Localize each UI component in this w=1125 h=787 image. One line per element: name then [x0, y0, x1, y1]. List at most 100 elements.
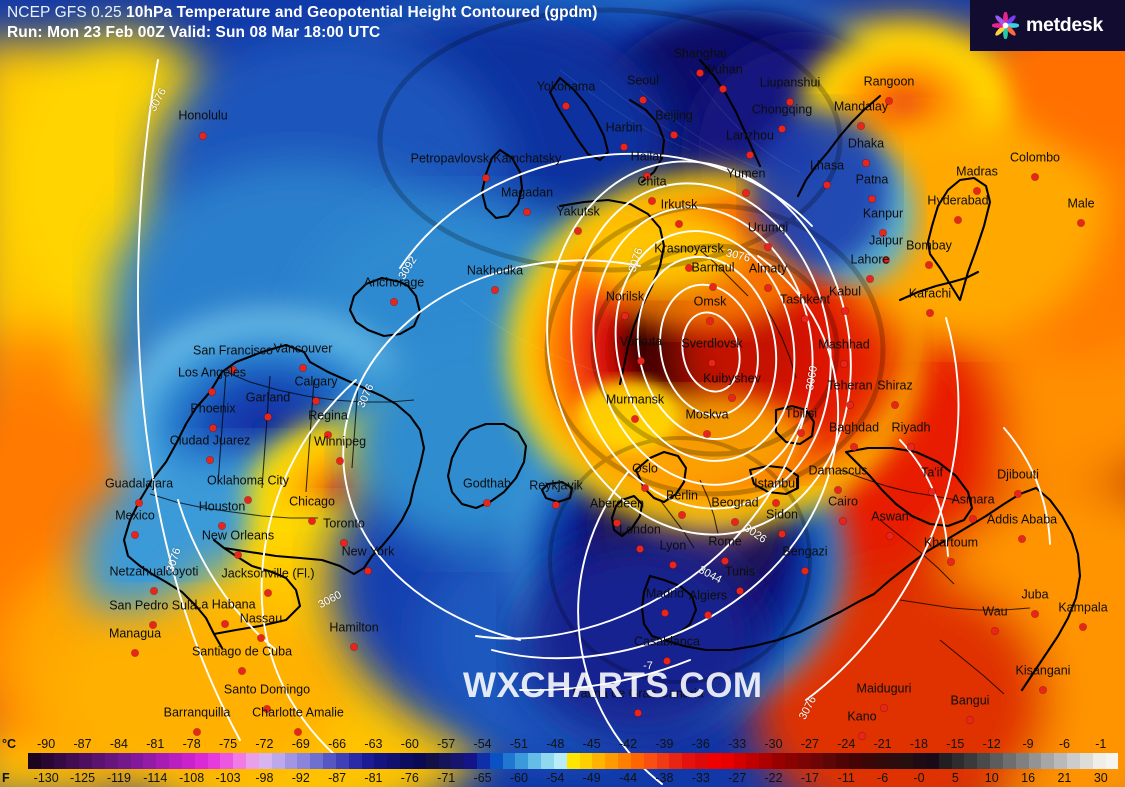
- colorbar-swatch: [79, 753, 93, 769]
- colorbar-swatch: [258, 753, 272, 769]
- celsius-tick: -27: [800, 737, 819, 751]
- colorbar-swatch: [53, 753, 67, 769]
- colorbar-swatch: [387, 753, 401, 769]
- colorbar-swatch: [335, 753, 349, 769]
- colorbar-swatch: [348, 753, 362, 769]
- fahrenheit-tick: -54: [546, 771, 565, 785]
- fahrenheit-tick: 5: [951, 771, 959, 785]
- colorbar-swatch: [605, 753, 619, 769]
- colorbar-swatch: [964, 753, 978, 769]
- field-cold-pacific: [110, 0, 910, 440]
- colorbar-swatch: [1002, 753, 1016, 769]
- colorbar-swatch: [400, 753, 413, 769]
- colorbar-swatch: [1028, 753, 1042, 769]
- colorbar-swatch: [284, 753, 298, 769]
- fahrenheit-tick: -71: [437, 771, 456, 785]
- colorbar-swatch: [361, 753, 375, 769]
- celsius-tick: -75: [218, 737, 238, 751]
- colorbar-swatch: [310, 753, 324, 769]
- colorbar-swatch: [772, 753, 785, 769]
- temperature-colorbar[interactable]: °C -90 -87 -84 -81 -78 -75 -72 -69 -66 -63 -60 -57 -…: [0, 735, 1125, 787]
- celsius-tick: -72: [255, 737, 274, 751]
- celsius-tick: -87: [73, 737, 92, 751]
- colorbar-swatch: [553, 753, 567, 769]
- celsius-tick: -66: [328, 737, 347, 751]
- fahrenheit-tick: -49: [582, 771, 601, 785]
- colorbar-swatch: [1041, 753, 1055, 769]
- geopotential-contours: [137, 59, 1051, 785]
- colorbar-swatch: [489, 753, 503, 769]
- colorbar-swatch: [425, 753, 439, 769]
- field-warm-eastasia: [750, 25, 1090, 340]
- fahrenheit-tick: -44: [619, 771, 638, 785]
- celsius-tick: -39: [655, 737, 674, 751]
- colorbar-swatch: [579, 753, 593, 769]
- celsius-tick: -36: [691, 737, 710, 751]
- fahrenheit-tick: -65: [473, 771, 492, 785]
- colorbar-swatch: [643, 753, 657, 769]
- colorbar-swatch: [246, 753, 259, 769]
- colorbar-swatch: [28, 753, 41, 769]
- fahrenheit-tick: -92: [291, 771, 310, 785]
- colorbar-swatch: [40, 753, 54, 769]
- colorbar-swatch: [746, 753, 760, 769]
- colorbar-swatch: [823, 753, 837, 769]
- celsius-tick: -90: [37, 737, 56, 751]
- fahrenheit-tick: -87: [328, 771, 347, 785]
- coastlines: [122, 58, 1082, 692]
- colorbar-swatch: [990, 753, 1003, 769]
- fahrenheit-unit-label: F: [2, 771, 10, 785]
- colorbar-swatch: [810, 753, 824, 769]
- celsius-tick: -57: [437, 737, 456, 751]
- colorbar-swatch: [66, 753, 80, 769]
- colorbar-swatch: [104, 753, 118, 769]
- celsius-tick: -15: [946, 737, 965, 751]
- celsius-tick: -9: [1022, 737, 1034, 751]
- metdesk-logo[interactable]: metdesk: [970, 0, 1125, 51]
- celsius-tick: -60: [400, 737, 419, 751]
- streamline-texture: [459, 69, 801, 373]
- celsius-tick: -18: [909, 737, 929, 751]
- fahrenheit-tick: -6: [877, 771, 889, 785]
- fahrenheit-tick: -119: [106, 771, 131, 785]
- fahrenheit-tick: 21: [1057, 771, 1072, 785]
- fahrenheit-tick: -27: [728, 771, 747, 785]
- colorbar-swatch: [1092, 753, 1106, 769]
- fahrenheit-tick: -60: [509, 771, 528, 785]
- colorbar-swatch: [861, 753, 875, 769]
- colorbar-swatch: [618, 753, 631, 769]
- colorbar-swatch: [130, 753, 144, 769]
- fahrenheit-tick: -76: [400, 771, 419, 785]
- fahrenheit-tick: -114: [143, 771, 168, 785]
- colorbar-swatches[interactable]: [28, 753, 1119, 769]
- colorbar-swatch: [438, 753, 452, 769]
- colorbar-swatch: [476, 753, 490, 769]
- colorbar-swatch: [169, 753, 182, 769]
- colorbar-swatch: [951, 753, 965, 769]
- colorbar-swatch: [464, 753, 477, 769]
- colorbar-swatch: [412, 753, 426, 769]
- fahrenheit-tick: 30: [1093, 771, 1108, 785]
- colorbar-swatch: [156, 753, 170, 769]
- colorbar-swatch: [630, 753, 644, 769]
- celsius-tick: -54: [473, 737, 492, 751]
- colorbar-swatch-strip[interactable]: [0, 753, 1125, 769]
- colorbar-swatch: [515, 753, 529, 769]
- colorbar-swatch: [656, 753, 670, 769]
- fahrenheit-tick: -0: [913, 771, 925, 785]
- celsius-tick: -24: [837, 737, 856, 751]
- celsius-tick-row: °C -90 -87 -84 -81 -78 -75 -72 -69 -66 -63 -60 -57 -…: [0, 735, 1125, 753]
- fahrenheit-tick: -108: [179, 771, 205, 785]
- celsius-tick: -30: [764, 737, 783, 751]
- colorbar-swatch: [592, 753, 606, 769]
- fahrenheit-tick: -11: [837, 771, 855, 785]
- colorbar-swatch: [220, 753, 234, 769]
- fahrenheit-tick: -130: [33, 771, 59, 785]
- colorbar-swatch: [143, 753, 157, 769]
- colorbar-swatch: [502, 753, 516, 769]
- colorbar-swatch: [233, 753, 247, 769]
- colorbar-swatch: [194, 753, 208, 769]
- celsius-tick: -1: [1095, 737, 1107, 751]
